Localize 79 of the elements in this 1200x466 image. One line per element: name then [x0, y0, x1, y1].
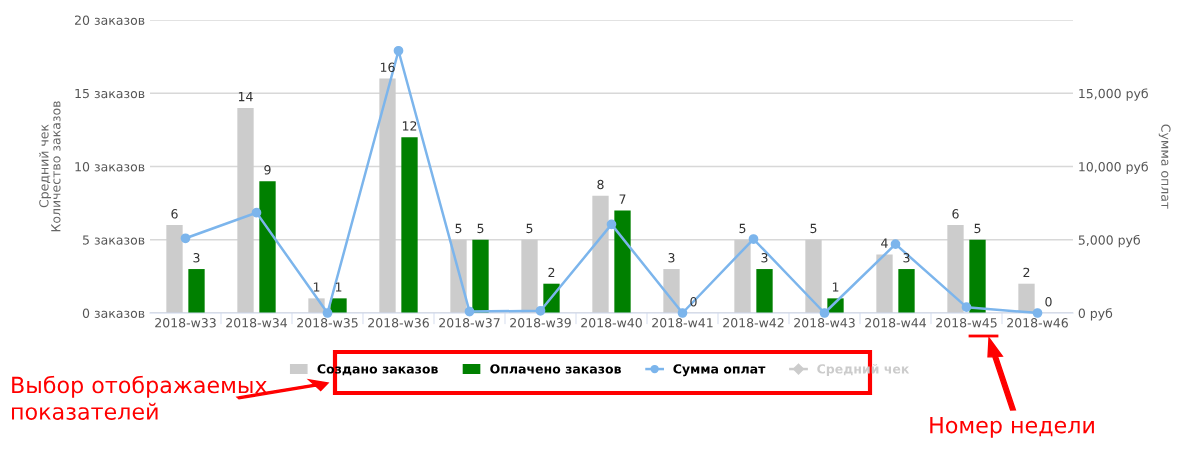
data-label: 1	[832, 282, 839, 292]
x-tick-label: 2018-w34	[226, 318, 288, 328]
data-label: 5	[477, 223, 484, 234]
point	[890, 239, 901, 250]
x-tick-label: 2018-w40	[581, 318, 642, 328]
y-tick-label: 0 заказов	[82, 308, 145, 318]
data-label: 1	[313, 282, 320, 292]
bar	[756, 269, 773, 313]
legend-label: Оплачено заказов	[490, 364, 621, 374]
data-label: 2	[1023, 267, 1030, 277]
bar	[898, 269, 915, 313]
data-label: 5	[974, 223, 981, 234]
data-label: 2	[548, 267, 555, 277]
bar	[330, 298, 347, 313]
point	[393, 45, 404, 56]
x-tick-label: 2018-w37	[439, 318, 500, 328]
bar	[663, 269, 680, 313]
data-label: 7	[619, 194, 626, 204]
y-axis-title: Количество заказов	[51, 101, 61, 232]
y2-tick-label: 10,000 руб	[1079, 161, 1148, 174]
x-tick-label: 2018-w45	[936, 318, 997, 328]
bar	[969, 239, 986, 313]
y-tick-label: 20 заказов	[75, 15, 145, 25]
y3-axis-title: Средний чек	[39, 124, 52, 208]
point	[464, 306, 475, 317]
y-tick-label: 10 заказов	[75, 161, 145, 172]
data-label: 8	[597, 179, 604, 190]
data-label: 5	[810, 223, 817, 234]
bar	[876, 254, 893, 313]
data-label: 0	[690, 296, 697, 307]
data-label: 4	[881, 238, 888, 248]
y-tick-label: 15 заказов	[75, 88, 145, 99]
data-label: 3	[903, 253, 910, 263]
x-tick-label: 2018-w41	[652, 318, 713, 328]
x-tick-label: 2018-w33	[155, 318, 216, 328]
data-label: 9	[264, 165, 271, 175]
point	[677, 308, 688, 318]
data-label: 6	[171, 209, 178, 219]
point	[819, 308, 830, 318]
point	[961, 302, 972, 313]
data-label: 6	[952, 209, 959, 219]
bar	[188, 269, 205, 313]
data-label: 14	[238, 92, 253, 102]
point	[748, 234, 759, 244]
data-label: 12	[402, 121, 417, 131]
point	[322, 308, 333, 318]
y-tick-label: 5 заказов	[83, 235, 145, 245]
x-tick-label: 2018-w42	[723, 318, 784, 328]
data-label: 0	[1045, 296, 1052, 307]
x-tick-label: 2018-w46	[1007, 318, 1068, 328]
bar	[401, 137, 418, 313]
y2-tick-label: 15,000 руб	[1079, 88, 1148, 101]
data-label: 3	[193, 253, 200, 263]
legend-label: Сумма оплат	[673, 364, 766, 377]
y2-tick-label: 0 руб	[1078, 308, 1113, 321]
data-label: 5	[526, 223, 533, 234]
point	[180, 233, 191, 244]
y2-axis-title: Сумма оплат	[1158, 124, 1171, 209]
point	[251, 207, 262, 218]
data-label: 5	[455, 223, 462, 234]
x-tick-label: 2018-w44	[865, 318, 927, 328]
data-label: 5	[739, 223, 746, 234]
point	[606, 219, 617, 230]
bar	[614, 210, 631, 313]
bar	[472, 239, 489, 313]
bar	[259, 181, 276, 313]
x-tick-label: 2018-w43	[794, 318, 855, 328]
data-label: 3	[761, 253, 768, 263]
x-tick-label: 2018-w39	[510, 318, 571, 328]
x-tick-label: 2018-w35	[297, 318, 358, 328]
point	[1032, 308, 1043, 318]
bar	[1018, 283, 1035, 313]
point	[535, 305, 546, 316]
y2-tick-label: 5,000 руб	[1078, 234, 1140, 248]
text: Выбор отображаемых показателей	[12, 375, 267, 420]
data-label: 3	[668, 253, 675, 263]
x-tick-label: 2018-w36	[368, 318, 429, 328]
text: Номер недели	[930, 416, 1094, 438]
data-label: 1	[335, 282, 342, 292]
